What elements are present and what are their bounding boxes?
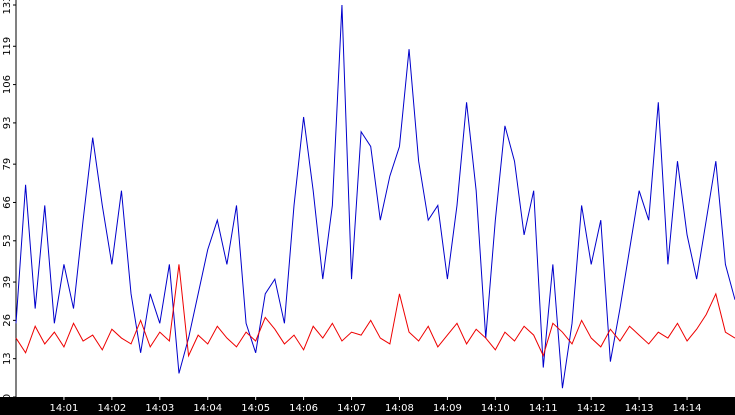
x-tick-label: 14:14 [673, 403, 702, 414]
y-tick-label: 0 [2, 394, 13, 400]
x-tick-label: 14:10 [481, 403, 510, 414]
x-tick-label: 14:06 [289, 403, 318, 414]
x-tick-label: 14:02 [97, 403, 126, 414]
x-tick-label: 14:03 [145, 403, 174, 414]
x-tick-label: 14:09 [433, 403, 462, 414]
y-tick-label: 53 [2, 234, 13, 247]
x-axis-band [0, 397, 735, 415]
y-tick-label: 39 [2, 276, 13, 289]
y-tick-label: 119 [2, 37, 13, 56]
x-tick-label: 14:01 [50, 403, 79, 414]
y-tick-label: 66 [2, 196, 13, 209]
x-tick-label: 14:05 [241, 403, 270, 414]
y-tick-label: 133 [2, 0, 13, 15]
y-tick-label: 26 [2, 314, 13, 327]
x-tick-label: 14:12 [577, 403, 606, 414]
x-tick-label: 14:07 [337, 403, 366, 414]
x-tick-label: 14:08 [385, 403, 414, 414]
series-line [15, 264, 735, 358]
y-tick-label: 93 [2, 117, 13, 130]
x-tick-label: 14:04 [193, 403, 222, 414]
y-tick-label: 106 [2, 75, 13, 94]
x-tick-label: 14:13 [625, 403, 654, 414]
y-tick-label: 13 [2, 352, 13, 365]
y-tick-label: 79 [2, 158, 13, 171]
x-tick-label: 14:11 [529, 403, 558, 414]
